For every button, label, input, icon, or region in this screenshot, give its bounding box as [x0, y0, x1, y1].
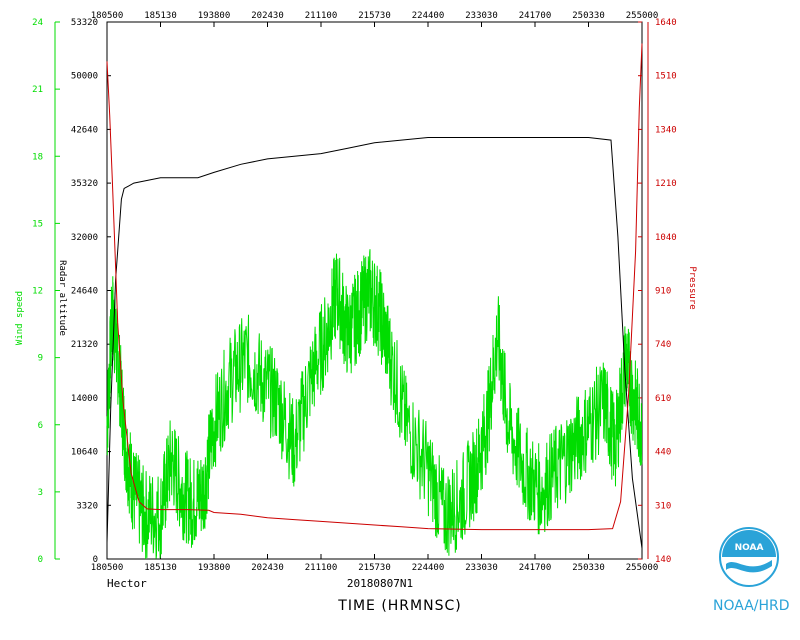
pressure-tick-label: 740	[655, 340, 671, 350]
wind-tick-label: 0	[38, 555, 43, 565]
x-ticks-top: 180500 185130 193800 202430 211100 215730 2244…	[91, 11, 659, 27]
altitude-tick-label: 3320	[76, 501, 98, 511]
x-tick-label-top: 250330	[572, 11, 605, 21]
series-layer	[106, 43, 643, 560]
pressure-tick-label: 910	[655, 287, 671, 297]
x-ticks-bottom: 180500 185130 193800 202430 211100 215730 2244…	[91, 554, 659, 573]
x-tick-label-bottom: 255000	[626, 563, 659, 573]
wind-tick-label: 21	[32, 85, 43, 95]
pressure-tick-label: 140	[655, 555, 671, 565]
wind-tick-label: 9	[38, 354, 43, 364]
noaa-logo: NOAA	[719, 527, 779, 587]
altitude-tick-label: 53320	[71, 18, 98, 28]
altitude-tick-label: 0	[93, 555, 98, 565]
x-tick-label-top: 215730	[358, 11, 391, 21]
series-radar-altitude	[106, 137, 643, 549]
series-wind-speed	[106, 249, 643, 560]
wind-tick-label: 6	[38, 421, 43, 431]
noaa-hrd-brand: NOAA/HRD	[713, 598, 790, 614]
wind-axis-label: Wind speed	[15, 291, 25, 345]
altitude-tick-label: 42640	[71, 125, 98, 135]
x-tick-label-bottom: 250330	[572, 563, 605, 573]
pressure-tick-label: 1510	[655, 72, 677, 82]
wind-tick-label: 12	[32, 287, 43, 297]
pressure-tick-label: 610	[655, 394, 671, 404]
x-tick-label-top: 241700	[519, 11, 552, 21]
flight-id-label: 20180807N1	[346, 577, 414, 590]
x-tick-label-top: 211100	[305, 11, 338, 21]
wind-tick-label: 15	[32, 219, 43, 229]
storm-name-label: Hector	[107, 577, 147, 590]
pressure-tick-label: 1640	[655, 18, 677, 28]
altitude-axis-ticks: 0 3320 10640 14000 21320 24640 32000 35320 42640…	[71, 18, 111, 565]
series-pressure	[106, 43, 643, 531]
pressure-axis-label: Pressure	[687, 266, 697, 309]
x-tick-label-top: 202430	[251, 11, 284, 21]
altitude-tick-label: 14000	[71, 394, 98, 404]
x-tick-label-top: 233030	[465, 11, 498, 21]
altitude-tick-label: 50000	[71, 72, 98, 82]
x-tick-label-top: 255000	[626, 11, 659, 21]
x-tick-label-bottom: 193800	[198, 563, 231, 573]
pressure-tick-label: 440	[655, 448, 671, 458]
x-tick-label-top: 185130	[144, 11, 177, 21]
altitude-tick-label: 32000	[71, 233, 98, 243]
noaa-logo-text: NOAA	[735, 543, 764, 553]
x-axis-title: TIME (HRMNSC)	[338, 598, 462, 614]
pressure-axis-ticks: 140 310 440 610 740 910 1040 1210 1340 1510 1640	[638, 18, 677, 565]
wind-tick-label: 3	[38, 488, 43, 498]
x-tick-label-bottom: 211100	[305, 563, 338, 573]
altitude-tick-label: 35320	[71, 179, 98, 189]
pressure-tick-label: 310	[655, 501, 671, 511]
altitude-axis-label: Radar altitude	[57, 260, 67, 336]
x-tick-label-bottom: 185130	[144, 563, 177, 573]
x-tick-label-bottom: 224400	[412, 563, 445, 573]
x-tick-label-bottom: 215730	[358, 563, 391, 573]
altitude-tick-label: 24640	[71, 287, 98, 297]
x-tick-label-top: 224400	[412, 11, 445, 21]
x-tick-label-bottom: 180500	[91, 563, 124, 573]
pressure-tick-label: 1210	[655, 179, 677, 189]
x-tick-label-top: 193800	[198, 11, 231, 21]
pressure-tick-label: 1340	[655, 125, 677, 135]
wind-axis-ticks: 0 3 6 9 12 15 18 21 24	[32, 18, 60, 565]
x-tick-label-bottom: 233030	[465, 563, 498, 573]
x-tick-label-top: 180500	[91, 11, 124, 21]
pressure-tick-label: 1040	[655, 233, 677, 243]
wind-tick-label: 24	[32, 18, 43, 28]
altitude-tick-label: 21320	[71, 340, 98, 350]
x-tick-label-bottom: 202430	[251, 563, 284, 573]
altitude-tick-label: 10640	[71, 448, 98, 458]
wind-tick-label: 18	[32, 152, 43, 162]
x-tick-label-bottom: 241700	[519, 563, 552, 573]
